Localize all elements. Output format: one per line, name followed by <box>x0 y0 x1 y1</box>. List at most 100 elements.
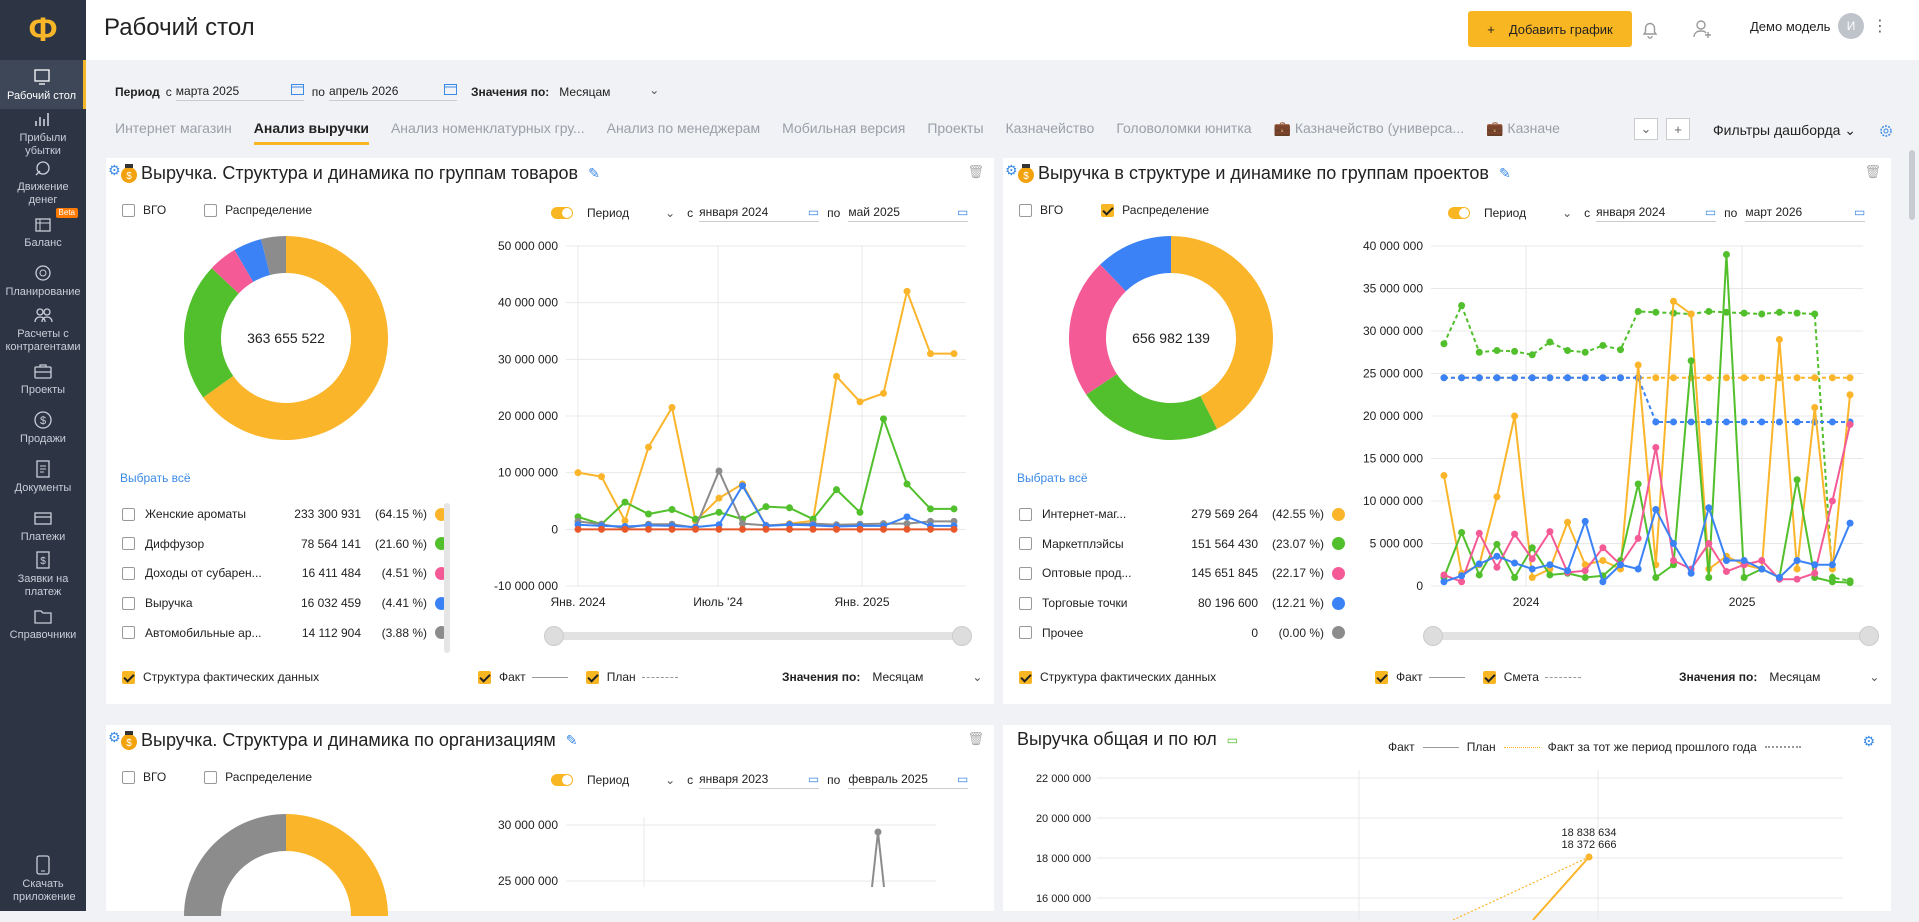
sidebar-item-folder[interactable]: Справочники <box>0 599 86 648</box>
distribution-checkbox[interactable] <box>1101 203 1115 217</box>
series-point[interactable] <box>1475 374 1483 382</box>
tab-5[interactable]: Проекты <box>927 120 983 145</box>
series-point[interactable] <box>1687 357 1695 365</box>
donut-slice[interactable] <box>1069 264 1126 395</box>
donut-slice[interactable] <box>234 239 271 282</box>
settings-gear-icon[interactable] <box>1878 123 1894 139</box>
series-point[interactable] <box>1669 374 1677 382</box>
series-point[interactable] <box>1581 374 1589 382</box>
vgo-checkbox[interactable] <box>1019 203 1032 217</box>
sidebar-item-balance[interactable]: Баланс Beta <box>0 207 86 256</box>
legend-checkbox[interactable] <box>1019 507 1032 521</box>
series-point[interactable] <box>1634 565 1642 573</box>
series-point[interactable] <box>1564 567 1572 575</box>
series-point[interactable] <box>1846 374 1854 382</box>
series-point[interactable] <box>1828 561 1836 569</box>
tabs-dropdown-button[interactable]: ⌄ <box>1634 118 1658 140</box>
series-point[interactable] <box>1599 578 1607 586</box>
series-point[interactable] <box>1828 578 1836 586</box>
page-scrollbar[interactable] <box>1909 150 1915 220</box>
calendar-icon[interactable] <box>290 83 304 95</box>
series-point[interactable] <box>950 350 958 358</box>
series-point[interactable] <box>903 480 911 488</box>
series-point[interactable] <box>1846 391 1854 399</box>
donut-slice[interactable] <box>184 268 239 398</box>
plan-series-line[interactable] <box>1452 856 1590 920</box>
add-chart-button[interactable]: + Добавить график <box>1468 11 1632 47</box>
series-point[interactable] <box>1687 569 1695 577</box>
series-point[interactable] <box>1564 518 1572 526</box>
vgo-checkbox[interactable] <box>122 770 135 784</box>
series-point[interactable] <box>856 525 864 533</box>
series-point[interactable] <box>1758 565 1766 573</box>
series-point[interactable] <box>880 389 887 397</box>
vgo-checkbox[interactable] <box>122 203 135 217</box>
series-point[interactable] <box>1705 307 1713 315</box>
series-point[interactable] <box>715 508 723 516</box>
series-point[interactable] <box>1740 574 1748 581</box>
series-point[interactable] <box>1546 338 1554 346</box>
donut-slice[interactable] <box>1086 374 1218 440</box>
series-point[interactable] <box>1811 310 1819 318</box>
series-point[interactable] <box>762 525 770 533</box>
tab-6[interactable]: Казначейство <box>1006 120 1095 145</box>
series-point[interactable] <box>1634 480 1642 488</box>
series-point[interactable] <box>1458 572 1466 580</box>
tab-1[interactable]: Анализ выручки <box>253 120 369 145</box>
series-point[interactable] <box>1475 571 1483 579</box>
series-point[interactable] <box>1828 418 1836 426</box>
legend-checkbox[interactable] <box>1019 596 1032 610</box>
edit-pencil-icon[interactable]: ✎ <box>565 731 578 748</box>
series-point[interactable] <box>1811 561 1819 569</box>
series-point[interactable] <box>1775 336 1783 343</box>
series-point[interactable] <box>950 505 958 513</box>
series-point[interactable] <box>1722 308 1730 316</box>
donut-slice[interactable] <box>1171 236 1273 430</box>
series-point[interactable] <box>762 503 770 511</box>
series-point[interactable] <box>1511 412 1519 420</box>
series-point[interactable] <box>1634 361 1642 369</box>
series-point[interactable] <box>1458 528 1466 536</box>
chevron-down-icon[interactable]: ⌄ <box>665 772 676 787</box>
series-point[interactable] <box>574 469 582 477</box>
series-point[interactable] <box>1511 530 1519 538</box>
series-point[interactable] <box>786 525 793 533</box>
period-toggle[interactable] <box>551 773 573 786</box>
series-point[interactable] <box>574 525 582 533</box>
series-point[interactable] <box>1493 374 1501 382</box>
series-point[interactable] <box>1458 374 1466 382</box>
legend-item[interactable]: Торговые точки 80 196 600 (12.21 %) <box>1019 596 1345 610</box>
series-point[interactable] <box>1546 528 1554 536</box>
series-point[interactable] <box>927 350 934 358</box>
donut-slice[interactable] <box>203 236 388 440</box>
add-tab-button[interactable]: + <box>1666 118 1690 140</box>
panel-settings-icon[interactable]: ⚙ <box>108 729 121 745</box>
series-point[interactable] <box>833 525 840 533</box>
series-point[interactable] <box>1705 540 1713 547</box>
series-point[interactable] <box>1758 557 1766 564</box>
dashboard-filters-button[interactable]: Фильтры дашборда ⌄ <box>1713 122 1856 139</box>
series-point[interactable] <box>1440 374 1448 382</box>
series-point[interactable] <box>1846 519 1854 527</box>
series-point[interactable] <box>927 525 934 533</box>
series-line[interactable] <box>1443 376 1851 423</box>
tab-9[interactable]: 💼 Казначе <box>1486 120 1560 145</box>
series-point[interactable] <box>1652 506 1660 513</box>
series-point[interactable] <box>1528 565 1536 573</box>
series-point[interactable] <box>833 372 840 380</box>
series-point[interactable] <box>880 415 887 423</box>
series-point[interactable] <box>1758 374 1766 382</box>
sidebar-item-bar-chart[interactable]: Прибыли убытки <box>0 109 86 158</box>
series-point[interactable] <box>668 506 676 513</box>
panel-settings-icon[interactable]: ⚙ <box>108 162 121 178</box>
select-all-link[interactable]: Выбрать всё <box>1017 471 1088 485</box>
chart-from-field[interactable]: января 2024 ▭ <box>1596 203 1717 222</box>
series-point[interactable] <box>1793 575 1801 583</box>
series-point[interactable] <box>1740 557 1748 564</box>
sidebar-item-briefcase[interactable]: Проекты <box>0 354 86 403</box>
sidebar-item-dollar[interactable]: $ Продажи <box>0 403 86 452</box>
series-point[interactable] <box>903 513 911 521</box>
legend-fact[interactable]: Факт <box>1388 740 1415 754</box>
legend-checkbox[interactable] <box>1019 566 1032 580</box>
series-point[interactable] <box>809 525 817 533</box>
